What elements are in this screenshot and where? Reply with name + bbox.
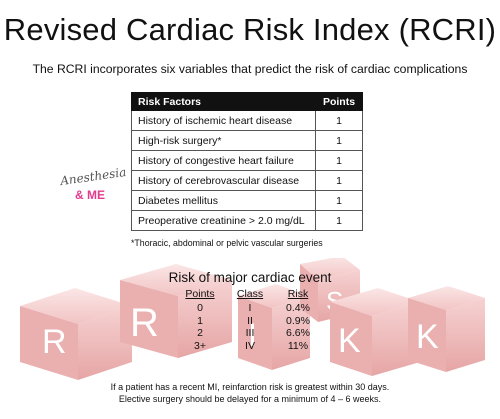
table-header-row: Risk Factors Points xyxy=(131,92,363,111)
die-letter: I xyxy=(248,317,257,353)
table-row: Preoperative creatinine > 2.0 mg/dL 1 xyxy=(131,210,363,231)
anesthesia-and-me-logo: Anesthesia & ME xyxy=(59,165,127,214)
table-row: High-risk surgery* 1 xyxy=(131,130,363,151)
risk-value: 0.4% xyxy=(286,302,310,315)
die-r-left: R xyxy=(20,288,132,380)
risk-factor-cell: History of congestive heart failure xyxy=(131,150,316,171)
points-column-header: Points xyxy=(185,288,215,300)
table-row: 0 I 0.4% xyxy=(174,302,322,315)
points-header: Points xyxy=(315,92,363,111)
points-value: 2 xyxy=(197,327,203,340)
logo-script-text: Anesthesia xyxy=(59,164,128,189)
surgery-delay-note: If a patient has a recent MI, reinfarcti… xyxy=(0,381,500,405)
table-footnote: *Thoracic, abdominal or pelvic vascular … xyxy=(131,238,323,248)
points-cell: 1 xyxy=(315,110,363,131)
risk-factors-table: Risk Factors Points History of ischemic … xyxy=(131,92,363,231)
risk-value: 11% xyxy=(287,339,309,352)
table-row: 3+ IV 11% xyxy=(174,340,322,353)
die-letter: R xyxy=(42,323,67,361)
risk-factor-cell: High-risk surgery* xyxy=(131,130,316,151)
risk-column-header: Risk xyxy=(287,288,309,300)
points-value: 3+ xyxy=(194,339,206,352)
points-value: 1 xyxy=(197,314,203,327)
risk-header-row: Points Class Risk xyxy=(174,286,322,302)
table-row: 2 III 6.6% xyxy=(174,327,322,340)
points-cell: 1 xyxy=(315,210,363,231)
risk-factor-cell: History of cerebrovascular disease xyxy=(131,170,316,191)
die-r-center: R xyxy=(120,264,232,358)
points-cell: 1 xyxy=(315,130,363,151)
risk-factor-cell: Diabetes mellitus xyxy=(131,190,316,211)
points-cell: 1 xyxy=(315,190,363,211)
points-value: 0 xyxy=(197,302,203,315)
class-value: I xyxy=(248,302,252,315)
risk-factors-header: Risk Factors xyxy=(131,92,316,111)
die-i: I xyxy=(238,284,310,370)
points-cell: 1 xyxy=(315,170,363,191)
page-title: Revised Cardiac Risk Index (RCRI) xyxy=(3,12,497,47)
note-line: Elective surgery should be delayed for a… xyxy=(118,394,382,404)
table-row: History of ischemic heart disease 1 xyxy=(131,110,363,131)
table-row: History of congestive heart failure 1 xyxy=(131,150,363,171)
class-value: IV xyxy=(245,339,255,352)
risk-value: 6.6% xyxy=(286,327,310,340)
class-value: II xyxy=(247,314,253,327)
risk-event-table: Points Class Risk 0 I 0.4% 1 II 0.9% 2 I… xyxy=(174,286,322,352)
page-subtitle: The RCRI incorporates six variables that… xyxy=(32,62,468,76)
note-line: If a patient has a recent MI, reinfarcti… xyxy=(110,382,390,392)
risk-dice-background: R R I S K K xyxy=(20,258,485,380)
table-row: History of cerebrovascular disease 1 xyxy=(131,170,363,191)
table-row: Diabetes mellitus 1 xyxy=(131,190,363,211)
die-k-right: K xyxy=(408,286,485,372)
die-letter: K xyxy=(338,322,361,360)
class-value: III xyxy=(245,327,255,340)
class-column-header: Class xyxy=(236,288,264,300)
risk-factor-cell: History of ischemic heart disease xyxy=(131,110,316,131)
risk-factor-cell: Preoperative creatinine > 2.0 mg/dL xyxy=(131,210,316,231)
die-letter: K xyxy=(416,318,439,356)
logo-accent-text: & ME xyxy=(75,188,105,202)
die-letter: R xyxy=(130,301,159,345)
table-row: 1 II 0.9% xyxy=(174,315,322,328)
die-k-left: K xyxy=(330,288,420,376)
risk-event-title: Risk of major cardiac event xyxy=(168,270,332,285)
points-cell: 1 xyxy=(315,150,363,171)
risk-value: 0.9% xyxy=(286,314,310,327)
